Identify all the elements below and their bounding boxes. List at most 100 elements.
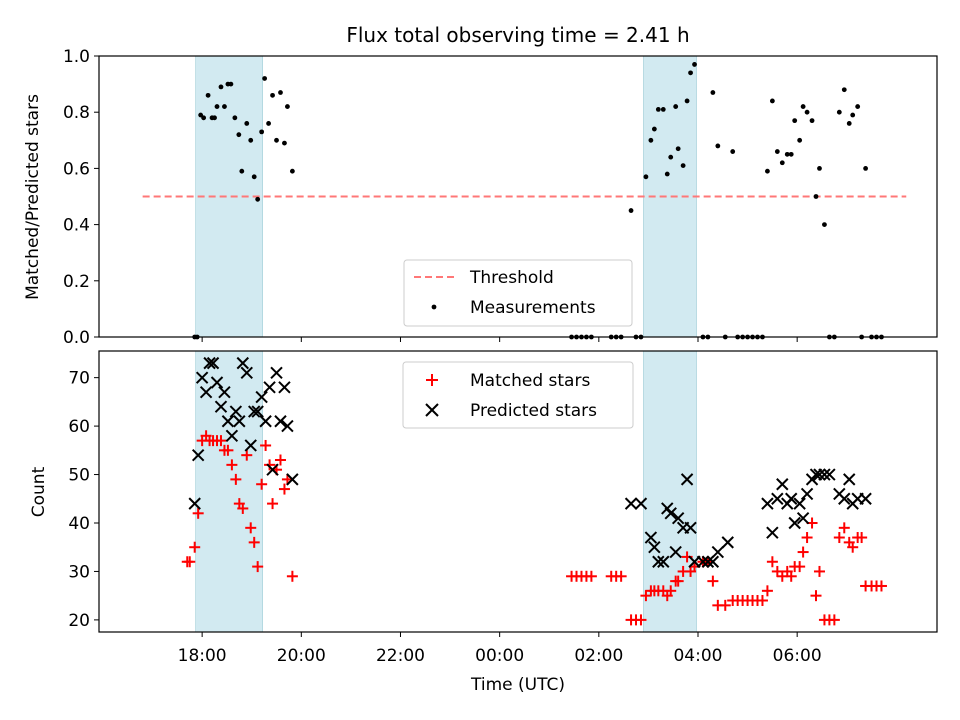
matched-point — [241, 449, 253, 461]
measurement-point — [684, 98, 690, 104]
measurement-point — [730, 149, 736, 154]
bottom-x-ticks: 18:00 20:00 22:00 00:00 02:00 04:00 06:00 — [178, 632, 822, 666]
matched-point — [875, 580, 887, 592]
measurement-point — [259, 129, 265, 135]
matched-point — [785, 570, 797, 582]
measurement-point — [660, 106, 666, 112]
measurement-point — [850, 112, 856, 118]
measurement-point — [651, 126, 657, 132]
predicted-point — [721, 536, 734, 549]
measurement-point — [255, 196, 261, 202]
x-tick-label: 04:00 — [673, 646, 722, 666]
x-tick-label: 00:00 — [475, 646, 524, 666]
predicted-point — [203, 356, 216, 370]
top-legend: Threshold Measurements — [403, 259, 633, 327]
predicted-point — [281, 419, 294, 433]
measurement-point — [228, 81, 234, 87]
x-tick-label: 22:00 — [376, 646, 425, 666]
predicted-point — [796, 511, 810, 525]
measurement-point — [274, 137, 279, 143]
matched-point — [797, 546, 809, 558]
measurement-point — [692, 62, 697, 67]
matched-point — [719, 599, 731, 611]
predicted-point — [657, 555, 670, 568]
matched-point — [771, 565, 783, 577]
matched-point — [801, 532, 813, 544]
measurement-point — [628, 208, 634, 213]
legend-measurements-swatch — [431, 304, 437, 310]
bottom-y-axis-label: Count — [29, 466, 49, 517]
predicted-point — [669, 545, 682, 559]
matched-point — [222, 444, 234, 456]
predicted-point — [696, 555, 710, 568]
predicted-point — [843, 473, 856, 486]
predicted-point — [644, 531, 658, 544]
predicted-point — [251, 405, 264, 418]
measurement-point — [779, 160, 785, 166]
measurement-point — [222, 104, 227, 109]
legend-matched-label: Matched stars — [470, 371, 590, 391]
matched-point — [192, 507, 204, 519]
matched-point — [248, 536, 260, 548]
predicted-point — [221, 415, 235, 428]
measurement-point — [218, 84, 224, 90]
measurement-point — [804, 109, 810, 115]
measurement-point — [212, 115, 217, 121]
measurement-point — [655, 106, 661, 112]
measurement-point — [765, 168, 770, 174]
highlight-span — [643, 350, 697, 633]
matched-points — [181, 430, 887, 626]
measurement-point — [289, 168, 295, 174]
measurement-point — [800, 104, 806, 109]
predicted-point — [199, 385, 213, 399]
matched-point — [278, 483, 290, 495]
matched-point — [226, 459, 238, 471]
legend-predicted-swatch — [425, 403, 439, 417]
measurement-point — [675, 146, 681, 152]
predicted-point — [706, 555, 720, 568]
matched-point — [215, 435, 227, 447]
measurement-point — [769, 98, 775, 104]
matched-point — [189, 541, 201, 553]
bottom-legend: Matched stars Predicted stars — [402, 361, 634, 429]
top-axes-frame — [98, 55, 938, 338]
measurement-point — [715, 143, 721, 149]
predicted-point — [624, 497, 638, 510]
measurement-point — [239, 168, 245, 174]
measurement-point — [668, 154, 674, 160]
measurement-point — [680, 163, 686, 168]
predicted-point — [838, 492, 851, 505]
matched-point — [847, 541, 859, 553]
measurement-point — [797, 137, 803, 143]
bottom-legend-box — [402, 361, 634, 429]
measurement-point — [262, 76, 268, 81]
measurement-point — [248, 137, 254, 143]
predicted-point — [664, 507, 677, 520]
bottom-highlight-spans — [195, 350, 697, 633]
y-tick-label: 60 — [68, 417, 90, 437]
y-tick-label: 30 — [68, 562, 90, 582]
predicted-point — [684, 521, 697, 535]
matched-point — [810, 590, 822, 602]
measurement-point — [282, 140, 287, 146]
y-tick-label: 0.2 — [63, 272, 90, 292]
measurement-point — [643, 174, 649, 180]
matched-point — [838, 522, 850, 534]
matched-point — [286, 570, 298, 582]
x-tick-label: 20:00 — [277, 646, 326, 666]
y-tick-label: 50 — [68, 466, 90, 486]
predicted-point — [823, 468, 836, 481]
top-legend-box — [403, 259, 633, 327]
predicted-point — [274, 415, 287, 428]
predicted-point — [671, 511, 685, 525]
predicted-point — [286, 473, 299, 486]
measurement-point — [266, 121, 271, 126]
measurement-point — [214, 104, 220, 109]
predicted-point — [776, 478, 789, 491]
measurement-point — [648, 137, 654, 143]
predicted-point — [225, 429, 239, 442]
measurement-point — [205, 92, 211, 98]
figure-title: Flux total observing time = 2.41 h — [346, 23, 689, 47]
x-tick-label: 06:00 — [773, 646, 822, 666]
predicted-point — [247, 405, 261, 418]
